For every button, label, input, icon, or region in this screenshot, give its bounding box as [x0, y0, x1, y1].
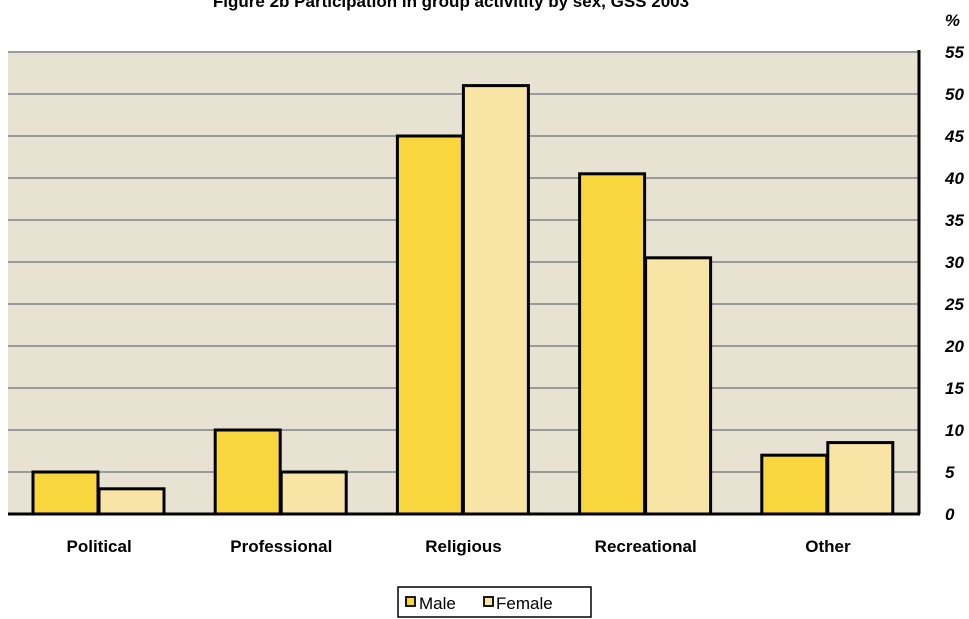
x-axis-categories: Political Professional Religious Recreation…: [67, 537, 851, 556]
bar-female-recreational: [644, 256, 713, 516]
y-tick-label: 30: [945, 253, 964, 272]
legend-swatch-male: [405, 596, 416, 607]
legend-label-male: Male: [419, 594, 456, 613]
legend-box: [397, 586, 592, 618]
bar-male-political: [31, 470, 100, 516]
x-category-label: Professional: [230, 537, 332, 556]
x-category-label: Other: [805, 537, 851, 556]
legend: Male Female: [397, 586, 592, 618]
bar-male-other: [760, 453, 829, 516]
y-tick-label: 0: [945, 505, 955, 524]
y-tick-label: 50: [945, 85, 964, 104]
x-category-label: Religious: [425, 537, 502, 556]
legend-label-female: Female: [496, 594, 553, 613]
bar-female-professional: [279, 470, 348, 516]
bars: [8, 50, 921, 516]
bar-female-other: [826, 441, 895, 516]
y-axis-ticks: 0 5 10 15 20 25 30 35 40 45 50 55: [944, 43, 964, 524]
x-category-label: Recreational: [595, 537, 697, 556]
x-category-label: Political: [67, 537, 132, 556]
bar-male-religious: [395, 134, 464, 516]
chart-title: Figure 2b Participation in group activit…: [213, 0, 689, 11]
bar-male-recreational: [578, 172, 647, 516]
y-tick-label: 25: [944, 295, 964, 314]
y-tick-label: 15: [945, 379, 964, 398]
y-axis-unit-label: %: [945, 11, 960, 30]
bar-female-political: [97, 487, 166, 516]
legend-swatch-female: [483, 596, 494, 607]
y-tick-label: 40: [944, 169, 964, 188]
y-tick-label: 45: [944, 127, 964, 146]
bar-male-professional: [213, 428, 282, 516]
y-tick-label: 35: [945, 211, 964, 230]
y-tick-label: 20: [944, 337, 964, 356]
y-tick-label: 55: [945, 43, 964, 62]
y-tick-label: 10: [945, 421, 964, 440]
bar-female-religious: [461, 84, 530, 516]
y-tick-label: 5: [945, 463, 955, 482]
